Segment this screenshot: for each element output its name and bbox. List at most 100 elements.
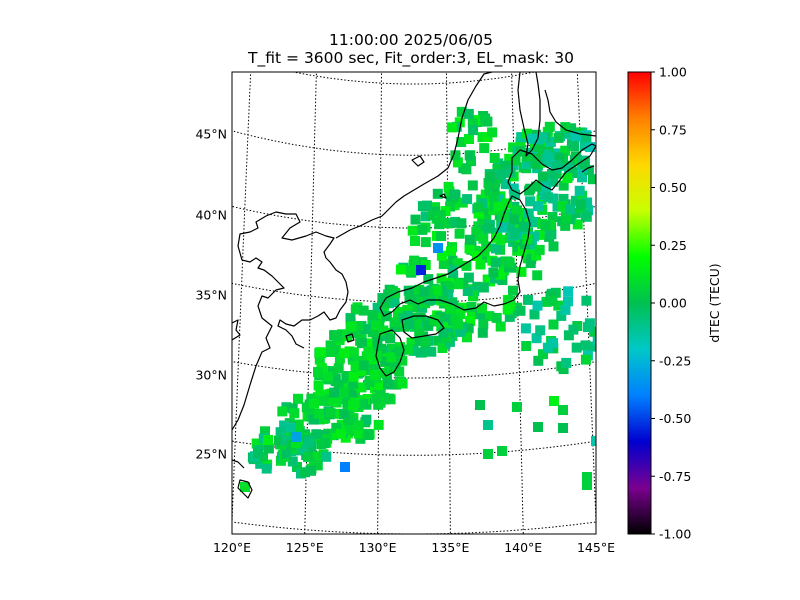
dtec-point — [339, 387, 350, 398]
coastline-taiwan — [237, 479, 253, 499]
dtec-point — [563, 330, 574, 341]
longitude-label: 130°E — [359, 540, 397, 555]
dtec-point — [356, 366, 367, 377]
dtec-point — [548, 193, 559, 204]
dtec-point — [565, 204, 576, 215]
dtec-point — [562, 173, 573, 184]
dtec-point — [461, 164, 472, 175]
dtec-point — [533, 144, 544, 155]
dtec-point — [479, 143, 490, 154]
dtec-point — [379, 298, 390, 309]
dtec-point — [378, 325, 389, 336]
dtec-point — [414, 327, 425, 338]
dtec-point — [343, 415, 354, 426]
dtec-point — [535, 325, 546, 336]
dtec-point — [530, 158, 541, 169]
dtec-point — [450, 216, 461, 227]
dtec-point — [333, 363, 344, 374]
dtec-point — [483, 449, 493, 459]
dtec-point — [537, 132, 548, 143]
dtec-point — [328, 396, 339, 406]
dtec-point — [483, 223, 494, 234]
dtec-point — [547, 169, 557, 179]
dtec-point — [446, 246, 456, 257]
dtec-point — [577, 172, 587, 183]
dtec-point — [453, 279, 464, 290]
dtec-point — [583, 322, 593, 333]
dtec-point — [475, 309, 486, 320]
dtec-point — [436, 231, 447, 242]
dtec-point — [468, 125, 479, 136]
dtec-point — [355, 433, 366, 444]
dtec-point — [348, 371, 359, 382]
dtec-point — [315, 347, 326, 358]
dtec-point — [417, 319, 428, 330]
map-frame — [231, 71, 597, 535]
dtec-point — [342, 397, 353, 408]
dtec-point — [464, 234, 475, 245]
dtec-point — [485, 178, 496, 189]
dtec-point — [510, 155, 521, 166]
colorbar: 1.00 0.75 0.50 0.25 0.00 -0.25 -0.50 -0.75 -1.00… — [627, 65, 722, 542]
dtec-point — [515, 305, 526, 316]
graticule-lat — [232, 130, 596, 156]
dtec-point — [404, 293, 415, 304]
dtec-point — [501, 179, 511, 190]
dtec-point — [281, 448, 292, 459]
dtec-point — [433, 213, 444, 224]
dtec-point — [341, 371, 352, 381]
dtec-point — [313, 408, 324, 419]
dtec-point — [592, 335, 596, 346]
dtec-point — [350, 304, 361, 315]
dtec-point — [433, 243, 443, 253]
dtec-point — [339, 348, 350, 359]
dtec-point — [528, 217, 539, 227]
dtec-point — [263, 443, 274, 454]
dtec-point — [337, 329, 347, 340]
dtec-point — [345, 313, 356, 324]
dtec-point — [521, 341, 532, 351]
dtec-point — [541, 185, 552, 195]
dtec-point — [334, 353, 345, 364]
dtec-point — [462, 194, 473, 205]
dtec-point — [443, 181, 454, 192]
dtec-point — [422, 294, 433, 305]
dtec-point — [335, 428, 346, 439]
dtec-point — [470, 245, 481, 256]
dtec-point — [540, 220, 551, 231]
dtec-point — [547, 212, 558, 222]
dtec-point — [346, 321, 357, 332]
colorbar-tick-label: -0.50 — [659, 411, 691, 426]
dtec-point — [560, 122, 571, 133]
dtec-point — [261, 463, 272, 474]
dtec-point — [380, 356, 391, 367]
dtec-point — [438, 327, 449, 338]
dtec-point — [347, 327, 358, 338]
dtec-point — [518, 221, 529, 232]
dtec-point — [358, 360, 369, 371]
dtec-point — [306, 465, 316, 476]
dtec-point — [389, 297, 400, 308]
dtec-point — [560, 220, 571, 231]
dtec-point — [473, 202, 484, 213]
dtec-point — [420, 211, 431, 222]
dtec-point — [375, 386, 386, 397]
dtec-point — [435, 311, 446, 322]
dtec-point — [484, 311, 495, 322]
dtec-point — [342, 331, 353, 342]
dtec-point — [566, 123, 577, 134]
coastline-kurils — [581, 165, 595, 173]
dtec-point — [478, 233, 489, 244]
dtec-point — [279, 420, 290, 431]
dtec-point — [339, 409, 349, 420]
graticule-lat — [232, 440, 596, 456]
dtec-point — [331, 330, 342, 341]
dtec-point — [533, 355, 544, 366]
dtec-point — [456, 137, 467, 147]
dtec-point — [377, 293, 388, 304]
dtec-point — [582, 472, 592, 482]
dtec-point — [570, 131, 581, 142]
latitude-label: 40°N — [195, 208, 227, 223]
dtec-point — [411, 319, 422, 330]
coastline-islands — [345, 155, 447, 343]
